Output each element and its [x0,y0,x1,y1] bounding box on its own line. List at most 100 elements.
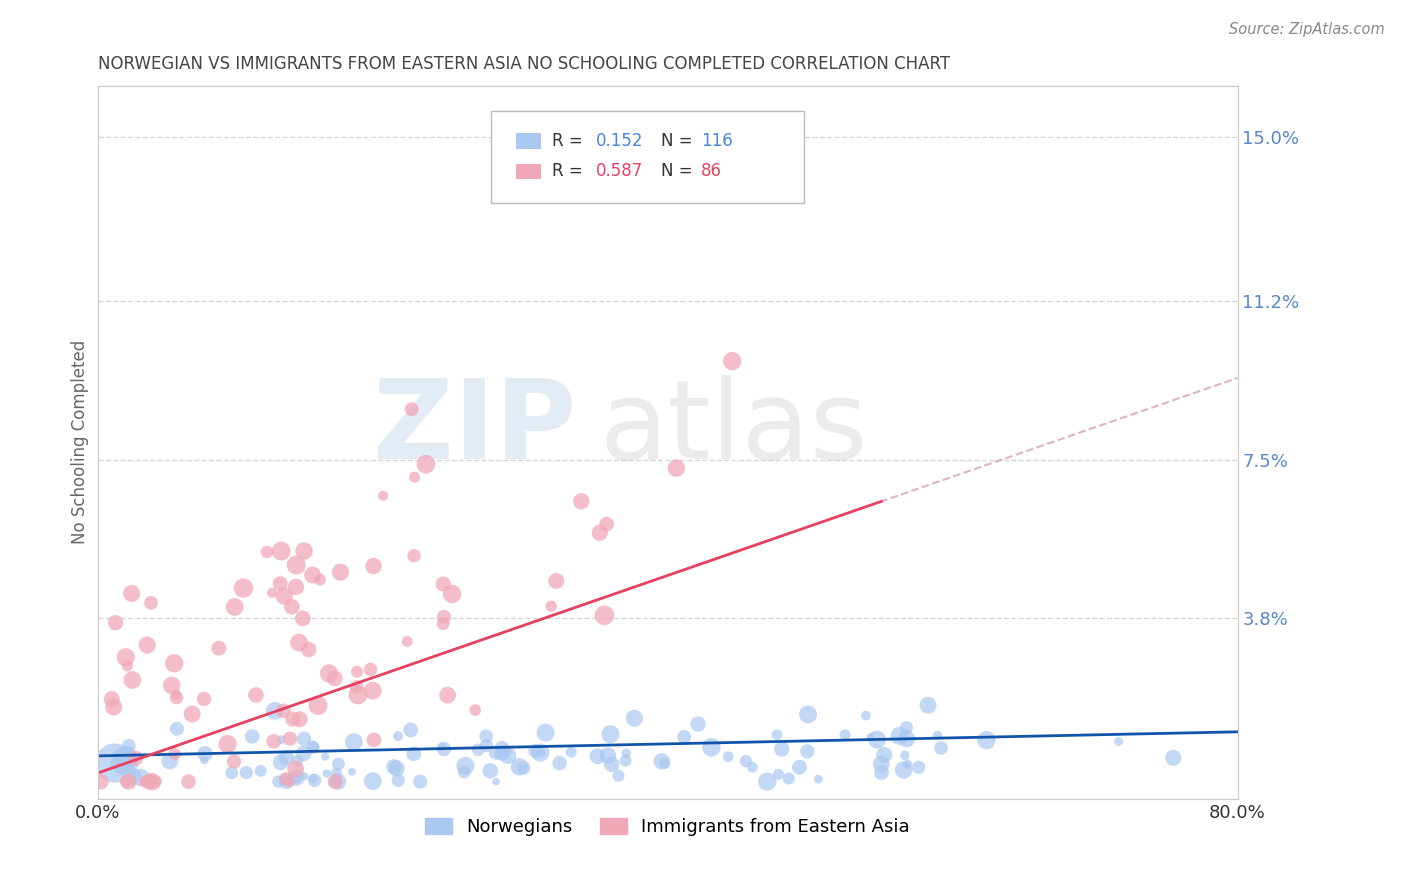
Point [651,755,673,769]
Point [217,737,239,751]
Point [404,470,426,484]
Point [373,489,395,503]
Point [432,616,454,631]
Point [194,747,217,761]
Point [124,768,146,782]
Point [529,746,551,760]
Text: 0.152: 0.152 [596,132,644,150]
Point [436,688,458,702]
Point [907,760,929,774]
Point [797,707,820,722]
Point [778,772,800,786]
Text: 116: 116 [700,132,733,150]
Text: N =: N = [661,132,697,150]
Text: atlas: atlas [599,375,868,482]
Point [796,744,818,758]
Point [104,615,127,630]
Point [402,747,425,761]
Point [534,725,557,739]
Point [284,762,307,776]
Point [136,638,159,652]
Point [222,755,245,769]
Point [766,728,789,742]
Point [141,774,163,789]
Point [513,761,536,775]
Point [100,692,122,706]
Point [917,698,939,713]
Point [396,634,419,648]
Point [166,690,188,705]
Point [586,749,609,764]
Point [1161,751,1184,765]
Point [770,742,793,756]
Point [278,774,301,789]
Point [276,750,298,764]
Point [430,739,453,754]
Point [314,749,336,764]
Point [686,717,709,731]
Point [115,762,138,776]
Point [433,610,456,624]
Point [467,743,489,757]
Point [401,402,423,417]
Point [432,577,454,591]
Point [347,688,370,702]
Point [114,750,136,764]
Point [540,599,562,614]
Point [496,748,519,763]
Point [870,757,893,772]
Point [508,760,530,774]
Point [834,728,856,742]
Point [385,761,408,775]
Point [346,665,368,679]
Text: ZIP: ZIP [373,375,576,482]
Point [278,731,301,746]
Point [309,573,332,587]
Point [363,559,385,574]
Point [302,772,325,786]
Point [270,756,292,770]
Point [524,744,547,758]
Point [121,774,143,789]
Point [343,735,366,749]
Point [245,688,267,702]
Point [548,756,571,770]
Point [491,746,513,760]
Point [382,760,405,774]
Point [117,659,139,673]
Point [288,635,311,649]
Point [103,699,125,714]
Point [441,587,464,601]
Point [114,755,136,769]
Point [479,764,502,778]
Point [735,754,758,768]
Point [665,461,688,475]
Point [292,544,315,558]
Point [614,754,637,768]
Point [263,704,285,718]
Bar [516,133,541,149]
Point [623,711,645,725]
Point [323,672,346,686]
Point [361,774,384,789]
Point [399,723,422,737]
Point [475,729,498,743]
Point [90,774,112,789]
Point [249,764,271,778]
Point [117,774,139,789]
Point [896,731,918,746]
Point [232,581,254,595]
Point [125,751,148,765]
Point [673,730,696,744]
Point [717,749,740,764]
Point [104,756,127,770]
Point [118,739,141,753]
Point [301,568,323,582]
Point [285,558,308,572]
Point [292,747,315,761]
Point [409,774,432,789]
Point [165,688,187,702]
Point [929,741,952,756]
Point [318,666,340,681]
Point [221,765,243,780]
